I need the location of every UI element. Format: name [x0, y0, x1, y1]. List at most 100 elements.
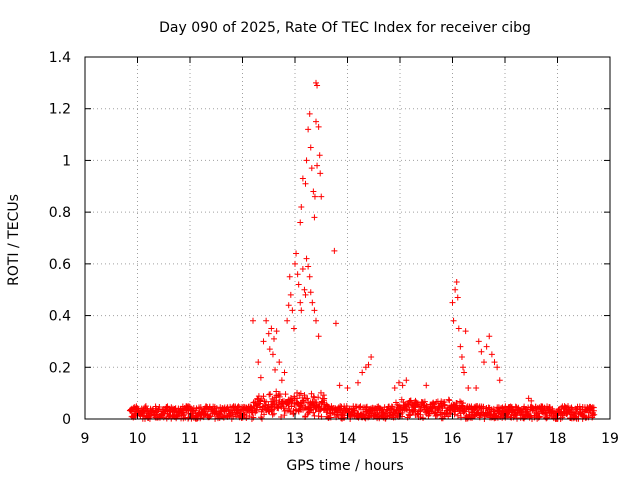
x-tick-label: 17 — [496, 431, 514, 447]
baseline-point — [260, 393, 267, 400]
data-points — [126, 79, 598, 422]
baseline-point — [181, 411, 188, 418]
x-tick-label: 18 — [549, 431, 567, 447]
baseline-point — [585, 413, 592, 420]
data-point — [452, 286, 459, 293]
baseline-point — [341, 414, 348, 421]
baseline-point — [290, 410, 297, 417]
baseline-point — [257, 397, 264, 404]
baseline-point — [282, 391, 289, 398]
y-tick-label: 0.6 — [49, 257, 71, 273]
baseline-point — [297, 390, 304, 397]
data-point — [403, 377, 410, 384]
y-tick-label: 1 — [62, 153, 71, 169]
data-point — [457, 343, 464, 350]
data-point — [311, 307, 318, 314]
data-point — [297, 219, 304, 226]
data-point — [311, 193, 318, 200]
data-point — [317, 170, 324, 177]
data-point — [276, 359, 283, 366]
data-point — [298, 307, 305, 314]
data-point — [455, 325, 462, 332]
baseline-point — [535, 410, 542, 417]
data-point — [462, 328, 469, 335]
baseline-point — [445, 396, 452, 403]
data-point — [306, 110, 313, 117]
baseline-point — [270, 398, 277, 405]
baseline-point — [405, 401, 412, 408]
baseline-point — [303, 395, 310, 402]
data-point — [269, 351, 276, 358]
baseline-point — [185, 403, 192, 410]
data-point — [310, 188, 317, 195]
baseline-point — [589, 412, 596, 419]
x-tick-label: 14 — [339, 431, 357, 447]
baseline-point — [301, 392, 308, 399]
baseline-point — [420, 414, 427, 421]
baseline-point — [446, 397, 453, 404]
data-point — [299, 266, 306, 273]
baseline-point — [371, 412, 378, 419]
data-point — [453, 278, 460, 285]
data-point — [257, 374, 264, 381]
data-point — [303, 157, 310, 164]
data-point — [294, 271, 301, 278]
x-axis-label: GPS time / hours — [286, 458, 403, 474]
data-point — [316, 152, 323, 159]
data-point — [292, 260, 298, 267]
baseline-point — [321, 397, 327, 404]
data-point — [286, 273, 293, 280]
baseline-point — [543, 415, 550, 422]
baseline-point — [364, 403, 371, 410]
data-point — [255, 359, 262, 366]
baseline-point — [197, 404, 204, 411]
y-tick-label: 0.2 — [49, 360, 71, 376]
data-point — [525, 395, 532, 402]
data-point — [486, 333, 493, 340]
data-point — [307, 144, 314, 151]
data-point — [278, 377, 285, 384]
grid-lines — [85, 57, 610, 419]
data-point — [332, 320, 339, 327]
baseline-point — [315, 394, 322, 401]
baseline-point — [310, 393, 317, 400]
baseline-point — [535, 414, 542, 421]
baseline-point — [414, 400, 421, 407]
axis-ticks — [84, 56, 611, 420]
data-point — [250, 317, 256, 324]
x-tick-label: 16 — [444, 431, 462, 447]
data-point — [311, 214, 318, 221]
baseline-point — [246, 413, 253, 420]
data-point — [260, 338, 267, 345]
baseline-point — [276, 390, 283, 397]
x-tick-label: 9 — [81, 431, 90, 447]
y-tick-labels: 0 0.2 0.4 0.6 0.8 1 1.2 1.4 — [49, 50, 71, 428]
data-point — [302, 291, 309, 298]
data-point — [481, 359, 487, 366]
data-point — [302, 180, 309, 187]
data-point — [284, 317, 291, 324]
baseline-point — [434, 411, 441, 418]
data-point — [287, 291, 294, 298]
data-point — [391, 384, 398, 391]
data-point — [395, 379, 402, 386]
x-tick-label: 10 — [129, 431, 147, 447]
data-point — [465, 384, 472, 391]
baseline-point — [456, 398, 463, 405]
data-point — [307, 289, 314, 296]
data-point — [309, 299, 316, 306]
baseline-point — [310, 409, 317, 416]
data-point — [271, 335, 277, 342]
data-point — [488, 351, 495, 358]
baseline-point — [472, 412, 479, 419]
data-point — [289, 307, 296, 314]
baseline-point — [447, 409, 454, 416]
data-point — [268, 325, 275, 332]
data-point — [273, 328, 280, 335]
data-point — [298, 203, 305, 210]
baseline-point — [243, 414, 250, 421]
baseline-point — [389, 411, 396, 418]
data-point — [318, 193, 325, 200]
baseline-point — [156, 404, 163, 411]
